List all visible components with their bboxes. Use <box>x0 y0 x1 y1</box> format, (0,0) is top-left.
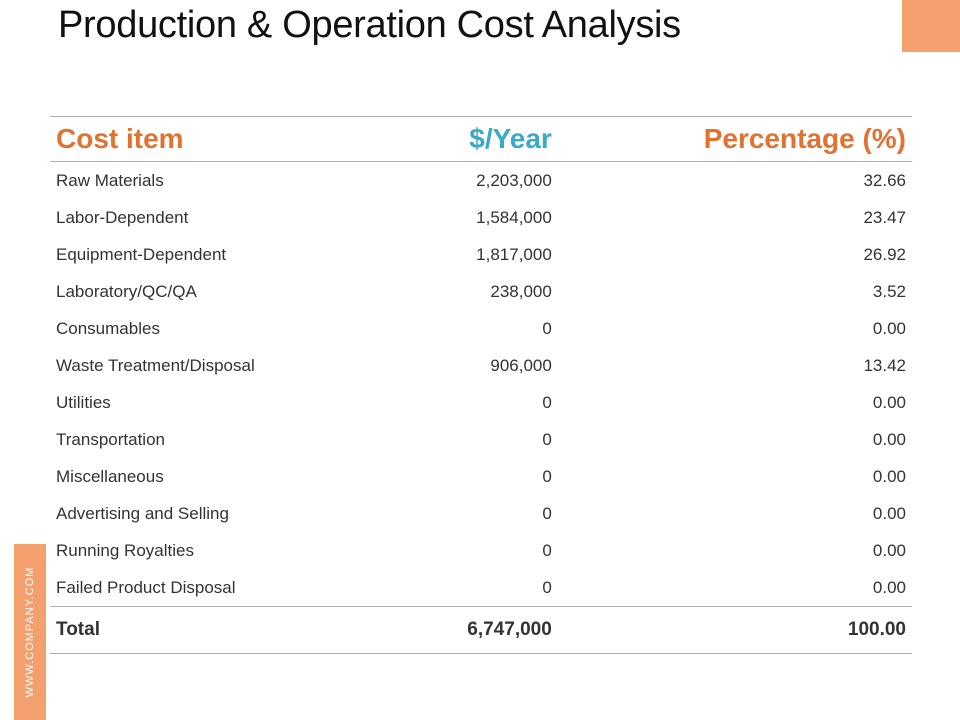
percentage-cell: 23.47 <box>863 207 906 227</box>
percentage-cell: 0.00 <box>872 392 906 412</box>
cost-item-cell: Utilities <box>56 392 111 412</box>
table-row: Running Royalties 0 0.00 <box>50 532 912 569</box>
corner-accent-block <box>902 0 960 52</box>
dollars-per-year-cell: 2,203,000 <box>476 170 552 190</box>
table-row: Transportation 0 0.00 <box>50 421 912 458</box>
dollars-per-year-cell: 0 <box>542 466 552 486</box>
dollars-per-year-cell: 0 <box>542 577 552 597</box>
table-row: Labor-Dependent 1,584,000 23.47 <box>50 199 912 236</box>
website-text: WWW.COMPANY.COM <box>24 566 36 698</box>
header-percentage: Percentage (%) <box>557 116 912 162</box>
cost-item-cell: Miscellaneous <box>56 466 164 486</box>
cost-item-cell: Labor-Dependent <box>56 207 189 227</box>
table-row: Consumables 0 0.00 <box>50 310 912 347</box>
percentage-cell: 0.00 <box>872 540 906 560</box>
cost-item-cell: Laboratory/QC/QA <box>56 281 197 301</box>
percentage-cell: 0.00 <box>872 318 906 338</box>
table-row: Raw Materials 2,203,000 32.66 <box>50 162 912 200</box>
table-row: Failed Product Disposal 0 0.00 <box>50 569 912 607</box>
percentage-cell: 32.66 <box>863 170 906 190</box>
cost-item-cell: Waste Treatment/Disposal <box>56 355 255 375</box>
percentage-cell: 0.00 <box>872 577 906 597</box>
total-dollars: 6,747,000 <box>398 606 558 654</box>
table-row: Advertising and Selling 0 0.00 <box>50 495 912 532</box>
dollars-per-year-cell: 0 <box>542 318 552 338</box>
header-dollars-per-year: $/Year <box>398 116 558 162</box>
cost-item-cell: Advertising and Selling <box>56 503 229 523</box>
slide-title: Production & Operation Cost Analysis <box>58 4 681 46</box>
percentage-cell: 0.00 <box>872 503 906 523</box>
dollars-per-year-cell: 0 <box>542 503 552 523</box>
percentage-cell: 0.00 <box>872 429 906 449</box>
table-header-row: Cost item $/Year Percentage (%) <box>50 116 912 162</box>
total-label: Total <box>50 606 399 654</box>
table-row: Laboratory/QC/QA 238,000 3.52 <box>50 273 912 310</box>
cost-item-cell: Consumables <box>56 318 160 338</box>
side-strip: WWW.COMPANY.COM <box>14 544 46 720</box>
dollars-per-year-cell: 1,584,000 <box>476 207 552 227</box>
cost-item-cell: Raw Materials <box>56 170 164 190</box>
dollars-per-year-cell: 0 <box>542 540 552 560</box>
cost-item-cell: Equipment-Dependent <box>56 244 227 264</box>
percentage-cell: 13.42 <box>863 355 906 375</box>
percentage-cell: 26.92 <box>863 244 906 264</box>
cost-item-cell: Running Royalties <box>56 540 194 560</box>
total-percentage: 100.00 <box>557 606 912 654</box>
table-row: Waste Treatment/Disposal 906,000 13.42 <box>50 347 912 384</box>
dollars-per-year-cell: 238,000 <box>490 281 552 301</box>
dollars-per-year-cell: 0 <box>542 429 552 449</box>
percentage-cell: 3.52 <box>872 281 906 301</box>
dollars-per-year-cell: 1,817,000 <box>476 244 552 264</box>
cost-item-cell: Transportation <box>56 429 165 449</box>
table-body: Raw Materials 2,203,000 32.66 Labor-Depende… <box>50 162 912 607</box>
table-row: Miscellaneous 0 0.00 <box>50 458 912 495</box>
cost-table: Cost item $/Year Percentage (%) Raw Mate… <box>50 116 912 654</box>
header-cost-item: Cost item <box>50 116 399 162</box>
percentage-cell: 0.00 <box>872 466 906 486</box>
table-row: Utilities 0 0.00 <box>50 384 912 421</box>
dollars-per-year-cell: 906,000 <box>490 355 552 375</box>
total-row: Total 6,747,000 100.00 <box>50 606 912 654</box>
cost-item-cell: Failed Product Disposal <box>56 577 236 597</box>
table-row: Equipment-Dependent 1,817,000 26.92 <box>50 236 912 273</box>
dollars-per-year-cell: 0 <box>542 392 552 412</box>
